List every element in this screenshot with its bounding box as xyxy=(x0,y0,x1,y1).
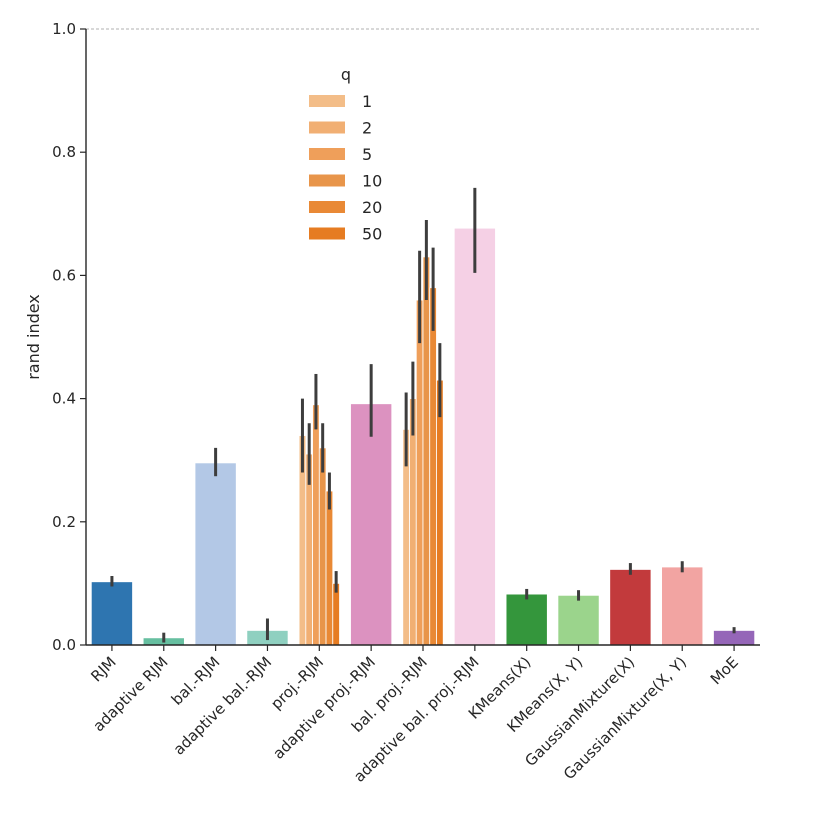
bar-rjm xyxy=(91,582,133,645)
legend-label-q1: 1 xyxy=(362,92,372,111)
legend-swatch-q50 xyxy=(309,227,345,240)
y-ticks-layer: 0.0 0.2 0.4 0.6 0.8 1.0 xyxy=(52,20,86,654)
x-tick-label-moe: MoE xyxy=(707,653,742,688)
legend-swatch-q20 xyxy=(309,201,345,213)
y-tick-label: 0.0 xyxy=(52,636,76,654)
y-tick-label: 1.0 xyxy=(52,20,76,38)
error-bars-layer xyxy=(110,187,736,643)
legend-title: q xyxy=(341,65,351,84)
bar-adaptive-bal-proj-rjm xyxy=(454,228,496,646)
y-tick-label: 0.8 xyxy=(52,143,76,161)
bar-gaussianmixture-x-y xyxy=(662,567,703,645)
legend-label-q10: 10 xyxy=(362,172,382,191)
bar-bal-proj-rjm-q10 xyxy=(422,256,431,646)
bar-proj-rjm-q10 xyxy=(318,447,327,646)
legend-swatch-q5 xyxy=(309,148,345,160)
x-tick-label-rjm: RJM xyxy=(87,653,119,685)
bar-bal-rjm xyxy=(195,463,236,645)
bar-moe xyxy=(713,630,755,645)
bar-bal-proj-rjm-q5 xyxy=(415,299,424,646)
legend-swatch-q2 xyxy=(309,121,345,134)
y-axis-label: rand index xyxy=(24,294,43,380)
bar-kmeans-x xyxy=(506,594,547,645)
bar-gaussianmixture-x xyxy=(610,569,651,645)
bar-adaptive-proj-rjm xyxy=(350,404,392,645)
bar-proj-rjm-q5 xyxy=(312,404,320,646)
x-tick-label-adaptive-bal-rjm: adaptive bal.-RJM xyxy=(170,653,276,759)
y-tick-label: 0.6 xyxy=(52,266,76,284)
y-tick-label: 0.4 xyxy=(52,390,76,408)
legend-items: 1 2 5 10 20 50 xyxy=(309,92,382,244)
bars-layer xyxy=(91,228,755,646)
y-tick-label: 0.2 xyxy=(52,513,76,531)
legend: q 1 2 5 10 20 50 xyxy=(309,65,382,244)
legend-label-q2: 2 xyxy=(362,119,372,138)
legend-swatch-q10 xyxy=(309,174,345,187)
bar-bal-proj-rjm-q50 xyxy=(436,379,444,646)
bar-proj-rjm-q20 xyxy=(325,490,334,646)
bar-bal-proj-rjm-q20 xyxy=(429,287,437,646)
bar-kmeans-x-y xyxy=(558,595,599,645)
legend-swatch-q1 xyxy=(309,95,345,107)
legend-label-q5: 5 xyxy=(362,145,372,164)
legend-label-q50: 50 xyxy=(362,225,382,244)
legend-label-q20: 20 xyxy=(362,198,382,217)
